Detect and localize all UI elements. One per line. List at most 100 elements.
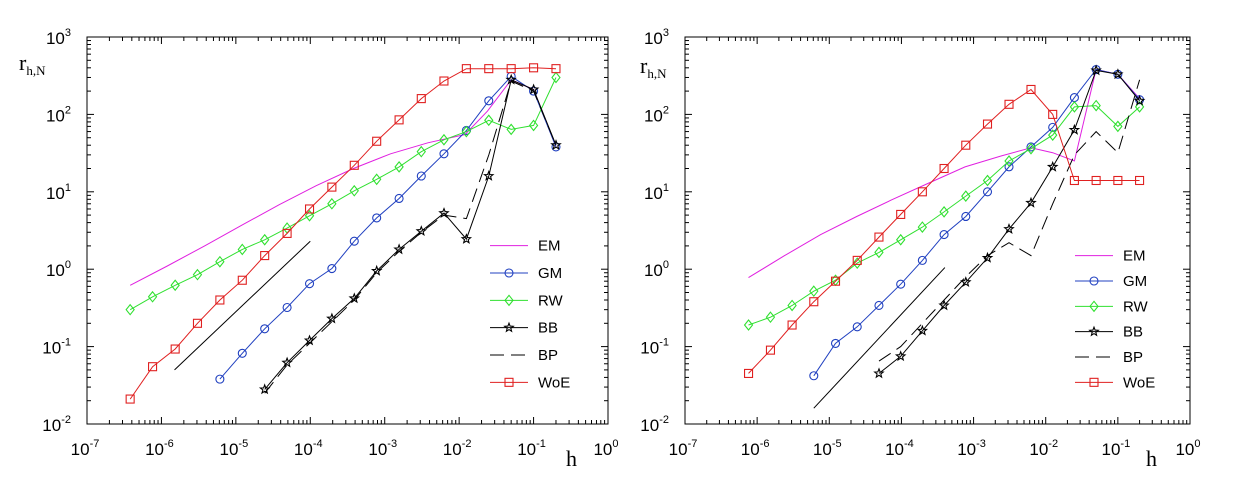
square-marker	[506, 64, 516, 74]
diamond-marker	[394, 160, 404, 173]
square-marker	[394, 115, 404, 125]
circle-marker	[852, 322, 862, 332]
series-bp	[878, 79, 1141, 362]
x-tick-label: 10-2	[443, 438, 472, 459]
star-marker	[1112, 68, 1124, 80]
y-axis-label: rh,N	[19, 50, 46, 78]
circle-marker	[215, 374, 225, 384]
diamond-marker	[1091, 99, 1101, 112]
diamond-marker	[461, 125, 472, 138]
y-tick-label: 10-1	[42, 337, 71, 358]
series-woe	[125, 63, 561, 404]
x-tick-label: 100	[593, 438, 618, 459]
legend-label: BP	[1123, 349, 1143, 366]
diamond-marker	[895, 233, 906, 246]
diamond-marker	[1134, 101, 1145, 113]
legend-item-bb: BB	[1075, 324, 1143, 341]
diamond-marker	[917, 221, 928, 233]
square-marker	[372, 136, 382, 146]
series-em	[129, 79, 557, 286]
circle-marker	[809, 371, 819, 381]
legend-label: WoE	[1123, 374, 1155, 391]
square-marker	[192, 318, 203, 328]
diamond-marker	[506, 123, 516, 136]
square-marker	[896, 209, 906, 219]
circle-marker	[529, 86, 539, 96]
circle-marker	[439, 149, 449, 159]
star-marker	[503, 321, 515, 333]
legend-box	[1071, 243, 1175, 395]
circle-marker	[237, 348, 247, 358]
square-marker	[1089, 377, 1099, 387]
plot-area	[125, 63, 562, 404]
series-em-line	[748, 68, 1140, 279]
square-marker	[765, 345, 776, 355]
y-tick-label: 101	[644, 182, 669, 203]
square-marker	[1048, 109, 1058, 119]
diamond-marker	[504, 294, 514, 307]
x-tick-label: 10-4	[885, 438, 914, 459]
series-woe-line	[748, 88, 1140, 374]
diamond-marker	[982, 174, 993, 187]
diamond-marker	[528, 119, 539, 132]
legend-label: RW	[1123, 298, 1149, 315]
star-marker	[1003, 223, 1015, 234]
circle-marker	[327, 263, 337, 274]
diamond-marker	[192, 268, 203, 281]
series-bp	[264, 80, 557, 394]
x-tick-label: 10-5	[813, 438, 842, 459]
legend-item-rw: RW	[490, 292, 564, 309]
square-marker	[529, 63, 539, 73]
square-marker	[304, 204, 315, 214]
diamond-marker	[349, 184, 359, 197]
square-marker	[349, 160, 359, 170]
legend-item-em: EM	[490, 238, 561, 255]
diamond-marker	[371, 173, 382, 186]
circle-marker	[896, 279, 906, 289]
circle-marker	[917, 255, 927, 265]
series-rw	[743, 99, 1145, 331]
y-tick-label: 100	[46, 259, 71, 280]
legend-label: BB	[1123, 324, 1143, 341]
diamond-marker	[1113, 120, 1123, 133]
square-marker	[551, 64, 561, 74]
y-tick-label: 10-2	[640, 414, 669, 435]
y-axis-label: rh,N	[640, 53, 667, 81]
square-marker	[874, 232, 884, 242]
diamond-marker	[170, 279, 180, 292]
x-axis-label: h	[1146, 446, 1157, 471]
circle-marker	[394, 193, 404, 204]
x-tick-label: 10-4	[294, 438, 323, 459]
legend-label: BP	[538, 347, 558, 364]
circle-marker	[484, 96, 494, 106]
diamond-marker	[304, 209, 315, 222]
diamond-marker	[1004, 155, 1014, 167]
star-marker	[482, 169, 495, 181]
legend-item-bb: BB	[490, 320, 558, 337]
legend: EM GM RW BB BP WoE	[486, 232, 584, 396]
diamond-marker	[961, 190, 971, 202]
star-marker	[1046, 160, 1059, 172]
diamond-marker	[147, 290, 158, 303]
circle-marker	[939, 230, 949, 240]
legend-item-bp: BP	[1075, 349, 1143, 366]
diamond-marker	[939, 206, 949, 218]
x-tick-label: 10-1	[517, 438, 546, 459]
square-marker	[787, 320, 797, 330]
diamond-marker	[237, 243, 247, 256]
circle-marker	[982, 187, 993, 197]
circle-marker	[874, 300, 884, 311]
diamond-marker	[551, 71, 561, 84]
legend-item-gm: GM	[1075, 273, 1147, 290]
square-marker	[439, 76, 449, 86]
square-marker	[215, 295, 225, 305]
plot-frame	[86, 36, 609, 425]
y-tick-label: 100	[644, 259, 669, 280]
square-marker	[260, 251, 270, 261]
series-bb-line	[878, 69, 1140, 374]
circle-marker	[504, 268, 514, 278]
square-marker	[743, 368, 754, 378]
circle-marker	[416, 171, 426, 181]
circle-marker	[282, 302, 292, 313]
diamond-marker	[852, 257, 862, 269]
